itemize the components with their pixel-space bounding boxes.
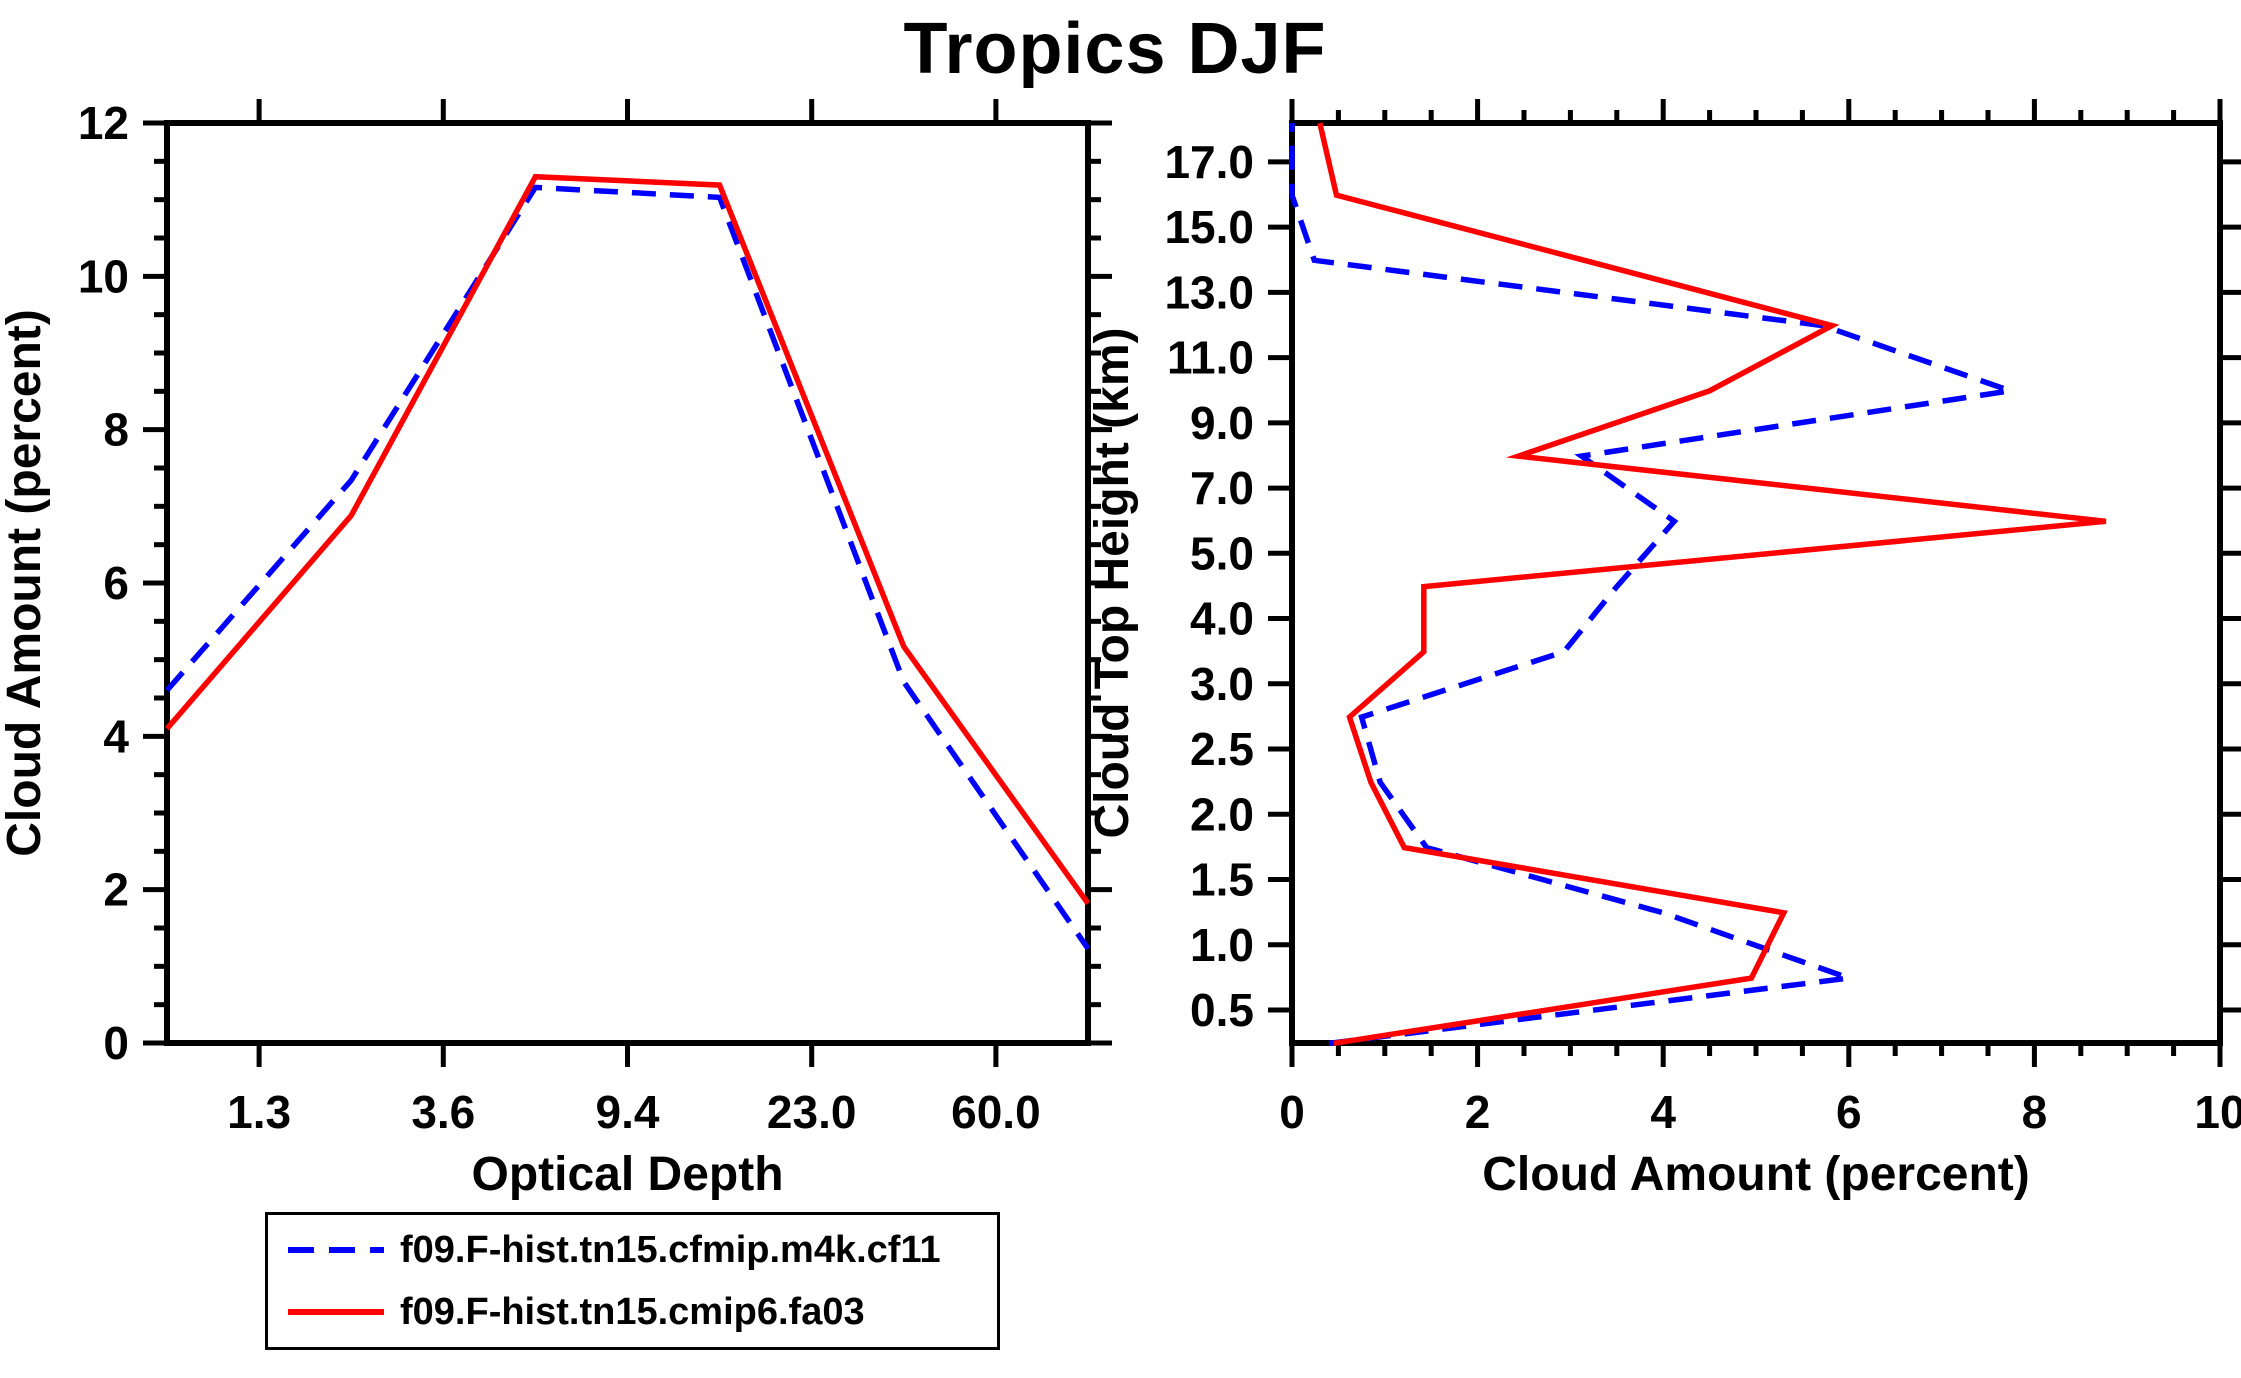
right-y-tick-label: 0.5 (1190, 984, 1254, 1036)
left-x-tick-label: 60.0 (951, 1086, 1041, 1138)
right-y-tick-label: 7.0 (1190, 462, 1254, 514)
legend: f09.F-hist.tn15.cfmip.m4k.cf11 f09.F-his… (265, 1212, 1000, 1350)
left-y-tick-label: 10 (78, 250, 129, 302)
right-x-tick-label: 2 (1465, 1086, 1491, 1138)
right-y-tick-label: 17.0 (1164, 136, 1254, 188)
left-x-tick-label: 1.3 (227, 1086, 291, 1138)
legend-line-solid-red (288, 1309, 384, 1315)
left-x-tick-label: 23.0 (767, 1086, 857, 1138)
right-y-tick-label: 2.5 (1190, 723, 1254, 775)
left-curve-dashed (164, 184, 1091, 951)
legend-item-cmip6: f09.F-hist.tn15.cmip6.fa03 (268, 1281, 997, 1343)
right-x-tick-label: 6 (1836, 1086, 1862, 1138)
left-y-tick-label: 4 (103, 710, 129, 762)
left-x-tick-label: 9.4 (596, 1086, 660, 1138)
right-x-tick-label: 10 (2194, 1086, 2241, 1138)
chart-title: Tropics DJF (903, 9, 1327, 89)
right-x-tick-label: 0 (1279, 1086, 1305, 1138)
right-y-tick-label: 3.0 (1190, 658, 1254, 710)
left-panel-frame (164, 120, 1091, 1046)
right-x-tick-label: 4 (1650, 1086, 1676, 1138)
left-y-tick-label: 0 (103, 1017, 129, 1069)
legend-line-dashed-blue (288, 1247, 384, 1253)
left-x-tick-label: 3.6 (411, 1086, 475, 1138)
left-y-tick-label: 12 (78, 97, 129, 149)
right-y-axis-title: Cloud Top Height (km) (1086, 327, 1139, 838)
right-y-tick-label: 11.0 (1167, 332, 1254, 384)
right-curve-solid (1317, 122, 2107, 1047)
right-x-axis-title: Cloud Amount (percent) (1482, 1148, 2030, 1201)
right-y-tick-label: 9.0 (1190, 397, 1254, 449)
legend-label: f09.F-hist.tn15.cfmip.m4k.cf11 (400, 1228, 941, 1271)
right-y-tick-label: 2.0 (1190, 788, 1254, 840)
legend-item-cfmip: f09.F-hist.tn15.cfmip.m4k.cf11 (268, 1219, 997, 1281)
left-y-tick-label: 8 (103, 404, 129, 456)
right-y-tick-label: 4.0 (1190, 593, 1254, 645)
legend-label: f09.F-hist.tn15.cmip6.fa03 (400, 1290, 865, 1333)
right-y-tick-label: 1.5 (1190, 854, 1254, 906)
right-y-tick-label: 5.0 (1190, 527, 1254, 579)
left-y-tick-label: 6 (103, 557, 129, 609)
left-curve-solid (164, 173, 1091, 906)
right-x-tick-label: 8 (2022, 1086, 2048, 1138)
left-y-tick-label: 2 (103, 864, 129, 916)
left-y-axis-title: Cloud Amount (percent) (0, 309, 51, 857)
left-x-axis-title: Optical Depth (471, 1148, 783, 1201)
right-y-tick-label: 1.0 (1190, 919, 1254, 971)
right-y-tick-label: 13.0 (1164, 266, 1254, 318)
right-panel-frame (1289, 120, 2223, 1046)
right-curve-dashed (1289, 123, 2022, 1047)
right-y-tick-label: 15.0 (1164, 201, 1254, 253)
